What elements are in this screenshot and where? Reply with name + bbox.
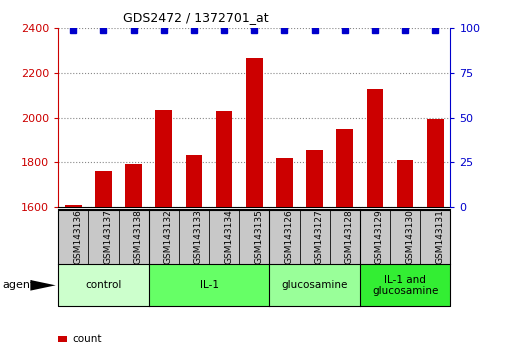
Bar [426, 119, 443, 207]
Text: IL-1: IL-1 [199, 280, 218, 290]
Text: control: control [85, 280, 121, 290]
Text: GSM143137: GSM143137 [103, 209, 112, 264]
Bar [215, 111, 232, 207]
Text: GSM143130: GSM143130 [405, 209, 413, 264]
Text: GSM143138: GSM143138 [133, 209, 142, 264]
Bar [155, 110, 172, 207]
Text: IL-1 and
glucosamine: IL-1 and glucosamine [371, 274, 437, 296]
Text: GSM143136: GSM143136 [73, 209, 82, 264]
Bar [95, 171, 112, 207]
Text: count: count [72, 334, 102, 344]
Bar [245, 58, 262, 207]
Text: GSM143134: GSM143134 [224, 209, 233, 264]
Bar [276, 158, 292, 207]
Text: GSM143129: GSM143129 [374, 209, 383, 264]
Text: GSM143127: GSM143127 [314, 209, 323, 264]
Text: glucosamine: glucosamine [281, 280, 347, 290]
Bar [396, 160, 413, 207]
Text: GSM143126: GSM143126 [284, 209, 293, 264]
Bar [306, 150, 322, 207]
Polygon shape [30, 280, 56, 291]
Text: GSM143128: GSM143128 [344, 209, 353, 264]
Text: GDS2472 / 1372701_at: GDS2472 / 1372701_at [122, 11, 268, 24]
Text: agent: agent [3, 280, 35, 290]
Bar [336, 129, 352, 207]
Text: GSM143135: GSM143135 [254, 209, 263, 264]
Bar [65, 205, 81, 207]
Text: GSM143133: GSM143133 [193, 209, 203, 264]
Text: GSM143131: GSM143131 [434, 209, 443, 264]
Bar [366, 88, 382, 207]
Bar [125, 164, 141, 207]
Bar [185, 155, 202, 207]
Text: GSM143132: GSM143132 [164, 209, 172, 264]
